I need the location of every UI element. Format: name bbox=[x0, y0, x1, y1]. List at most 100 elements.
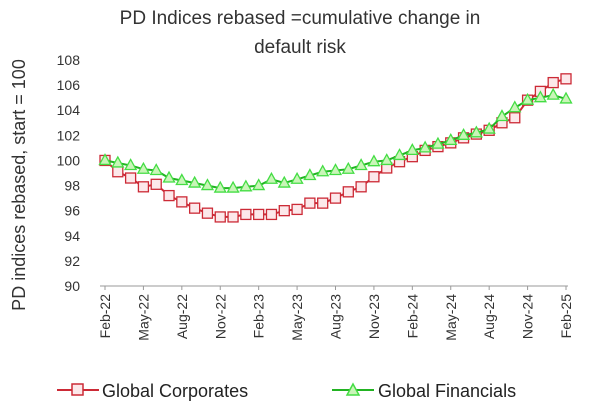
data-point-global-financials bbox=[533, 90, 547, 103]
data-point-global-financials bbox=[124, 158, 138, 171]
data-point-global-financials bbox=[200, 178, 215, 191]
data-point-global-financials bbox=[405, 143, 419, 156]
y-tick-label: 94 bbox=[64, 228, 80, 244]
data-point-global-corporates bbox=[265, 208, 278, 221]
data-point-global-corporates bbox=[278, 205, 290, 217]
data-point-global-financials bbox=[418, 140, 432, 153]
x-tick-label: Nov-22 bbox=[212, 294, 228, 339]
data-point-global-financials bbox=[226, 180, 240, 193]
y-axis-label: PD indices rebased, start = 100 bbox=[9, 59, 29, 311]
y-tick-label: 106 bbox=[57, 77, 81, 93]
data-point-global-financials bbox=[482, 121, 496, 134]
data-point-global-corporates bbox=[112, 166, 124, 178]
chart-title-line-2: default risk bbox=[254, 37, 346, 58]
data-point-global-corporates bbox=[329, 192, 342, 204]
data-point-global-corporates bbox=[304, 197, 316, 209]
data-point-global-financials bbox=[354, 158, 368, 171]
data-point-global-financials bbox=[520, 92, 535, 105]
data-point-global-corporates bbox=[355, 181, 367, 193]
data-point-global-financials bbox=[508, 100, 522, 113]
data-point-global-corporates bbox=[227, 211, 239, 223]
x-tick-label: May-24 bbox=[443, 294, 459, 341]
chart-title-line-1: PD Indices rebased =cumulative change in bbox=[120, 8, 481, 29]
x-tick-label: Aug-23 bbox=[328, 294, 344, 339]
data-point-global-corporates bbox=[176, 196, 188, 208]
data-point-global-financials bbox=[136, 161, 151, 174]
data-point-global-financials bbox=[162, 170, 176, 183]
data-point-global-financials bbox=[328, 163, 343, 176]
data-point-global-corporates bbox=[240, 208, 252, 221]
y-tick-label: 108 bbox=[57, 52, 81, 68]
x-tick-label: Feb-23 bbox=[251, 294, 267, 339]
x-tick-label: Nov-23 bbox=[366, 294, 382, 339]
data-point-global-financials bbox=[392, 148, 407, 161]
series-global-financials bbox=[98, 87, 573, 193]
legend-label-global-financials: Global Financials bbox=[378, 381, 516, 401]
data-point-global-corporates bbox=[253, 208, 265, 221]
y-tick-label: 102 bbox=[57, 127, 81, 143]
x-tick-label: Feb-24 bbox=[404, 294, 420, 339]
data-point-global-financials bbox=[98, 153, 112, 166]
data-point-global-corporates bbox=[317, 197, 329, 209]
x-tick-label: Aug-24 bbox=[481, 294, 497, 339]
data-point-global-corporates bbox=[214, 211, 226, 223]
data-point-global-financials bbox=[495, 109, 509, 122]
y-axis-ticks: 90 92 94 96 98 100 102 104 106 108 bbox=[57, 52, 81, 294]
data-point-global-corporates bbox=[368, 171, 380, 183]
data-point-global-corporates bbox=[342, 186, 354, 198]
x-tick-label: Aug-22 bbox=[174, 294, 190, 339]
x-tick-label: Feb-25 bbox=[558, 294, 574, 339]
data-point-global-corporates bbox=[150, 178, 162, 190]
data-point-global-financials bbox=[380, 153, 394, 166]
data-point-global-corporates bbox=[163, 189, 175, 202]
data-point-global-financials bbox=[290, 171, 304, 184]
y-tick-label: 100 bbox=[57, 152, 81, 168]
data-point-global-financials bbox=[252, 178, 266, 191]
legend-label-global-corporates: Global Corporates bbox=[102, 381, 248, 401]
data-point-global-financials bbox=[213, 180, 227, 193]
data-point-global-financials bbox=[264, 171, 279, 184]
series-global-corporates bbox=[99, 73, 572, 223]
x-tick-label: May-23 bbox=[289, 294, 305, 341]
data-point-global-financials bbox=[559, 91, 573, 104]
data-point-global-corporates bbox=[291, 203, 303, 216]
x-tick-label: Nov-24 bbox=[520, 294, 536, 339]
legend-item-global-financials: Global Financials bbox=[332, 381, 516, 401]
data-point-global-financials bbox=[469, 125, 483, 138]
data-point-global-financials bbox=[111, 155, 125, 168]
x-tick-label: Feb-22 bbox=[97, 294, 113, 339]
data-point-global-financials bbox=[149, 163, 163, 176]
legend-marker-global-financials bbox=[345, 382, 361, 396]
data-point-global-financials bbox=[546, 87, 560, 100]
data-point-global-financials bbox=[316, 164, 330, 177]
y-tick-label: 92 bbox=[64, 253, 80, 269]
y-tick-label: 98 bbox=[64, 178, 80, 194]
legend-item-global-corporates: Global Corporates bbox=[57, 381, 248, 401]
data-point-global-corporates bbox=[124, 172, 137, 184]
y-tick-label: 96 bbox=[64, 203, 80, 219]
y-tick-label: 90 bbox=[64, 278, 80, 294]
data-point-global-corporates bbox=[201, 207, 214, 219]
data-point-global-corporates bbox=[509, 112, 521, 124]
data-point-global-financials bbox=[367, 154, 381, 167]
x-axis-ticks: Feb-22 May-22 Aug-22 Nov-22 Feb-23 May-23 Aug-… bbox=[97, 286, 574, 341]
data-point-global-financials bbox=[341, 161, 355, 174]
data-point-global-financials bbox=[303, 168, 317, 181]
data-point-global-financials bbox=[456, 127, 471, 140]
legend-marker-global-corporates bbox=[71, 383, 84, 396]
legend: Global Corporates Global Financials bbox=[57, 381, 516, 401]
series-layer bbox=[98, 73, 573, 223]
data-point-global-corporates bbox=[137, 181, 150, 193]
data-point-global-corporates bbox=[547, 76, 559, 89]
data-point-global-financials bbox=[188, 175, 202, 188]
x-tick-label: May-22 bbox=[135, 294, 151, 341]
data-point-global-financials bbox=[431, 136, 445, 149]
data-point-global-corporates bbox=[188, 202, 201, 214]
y-tick-label: 104 bbox=[57, 102, 81, 118]
data-point-global-financials bbox=[444, 133, 458, 146]
data-point-global-corporates bbox=[560, 73, 572, 85]
data-point-global-financials bbox=[175, 173, 189, 186]
data-point-global-financials bbox=[277, 175, 291, 188]
data-point-global-financials bbox=[239, 179, 253, 192]
